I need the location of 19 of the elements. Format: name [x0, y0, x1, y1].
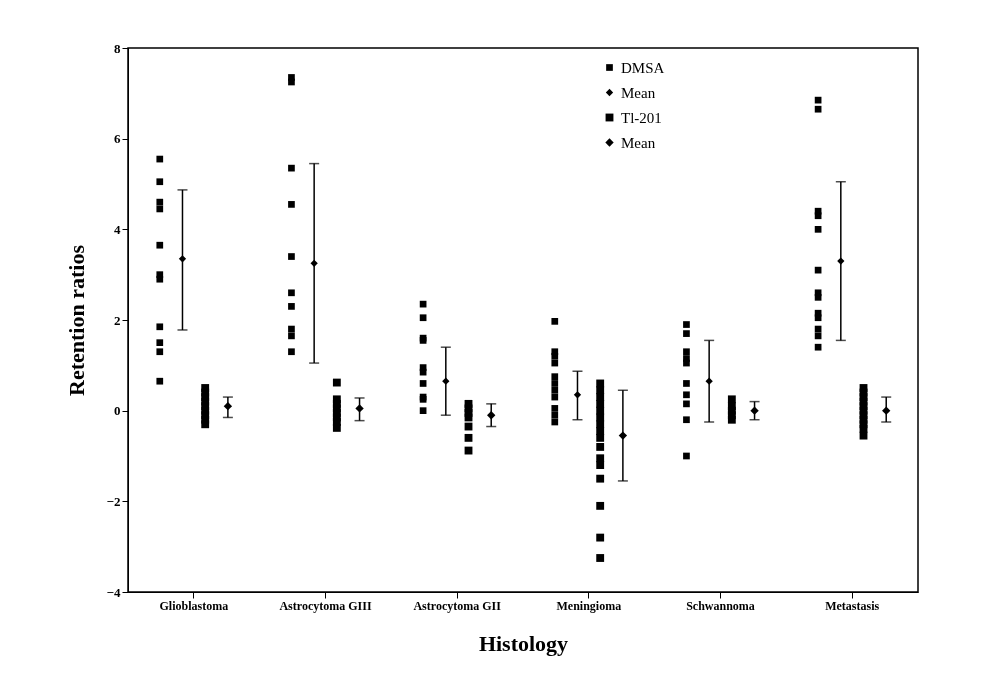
y-tick-label: −2 [106, 493, 121, 509]
x-tick-label: Astrocytoma GII [413, 598, 502, 613]
legend-label: Mean [621, 134, 656, 151]
legend-label: Tl-201 [621, 109, 662, 126]
y-tick-label: 6 [114, 131, 121, 147]
x-tick-label: Astrocytoma GIII [279, 598, 372, 613]
x-tick-label: Metastasis [825, 598, 880, 613]
x-tick-label: Glioblastoma [159, 598, 229, 613]
x-axis-title: Histology [478, 630, 569, 656]
y-tick-label: −4 [106, 584, 121, 600]
y-tick-label: 4 [114, 221, 121, 237]
y-tick-label: 8 [114, 40, 121, 56]
y-axis-title: Retention ratios [63, 244, 89, 396]
x-tick-label: Schwannoma [686, 598, 755, 613]
legend-label: DMSA [621, 59, 665, 76]
legend-label: Mean [621, 84, 656, 101]
y-tick-label: 2 [114, 312, 121, 328]
x-tick-label: Meningioma [556, 598, 622, 613]
y-tick-label: 0 [114, 403, 121, 419]
